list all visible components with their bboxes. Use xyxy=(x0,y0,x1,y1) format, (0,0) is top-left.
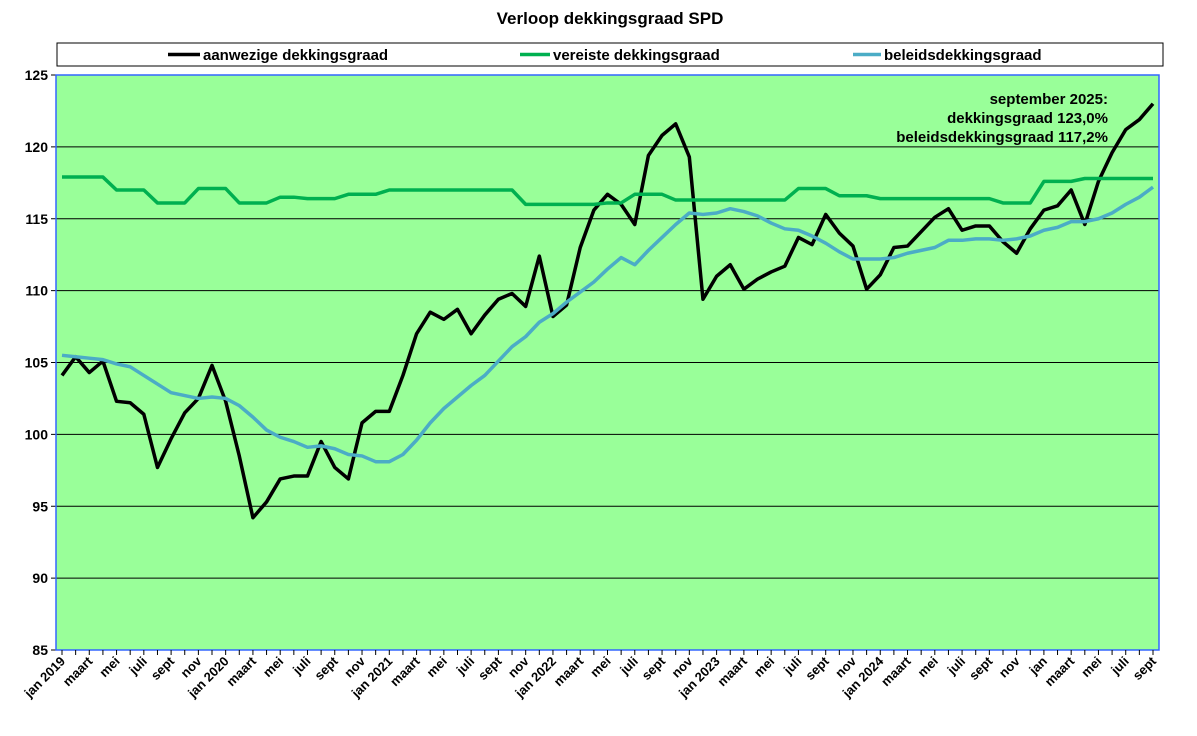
y-tick-label: 100 xyxy=(25,426,49,442)
x-tick-label: juli xyxy=(616,654,641,679)
y-tick-label: 105 xyxy=(25,355,49,371)
legend-label: vereiste dekkingsgraad xyxy=(553,47,720,64)
x-tick-label: juli xyxy=(1107,654,1132,679)
x-tick-label: sept xyxy=(311,653,341,683)
chart-title: Verloop dekkingsgraad SPD xyxy=(497,9,724,28)
x-tick-label: maart xyxy=(387,653,423,689)
y-tick-label: 120 xyxy=(25,139,49,155)
x-tick-label: juli xyxy=(289,654,314,679)
y-tick-label: 125 xyxy=(25,67,49,83)
x-tick-label: sept xyxy=(802,653,832,683)
legend-label: aanwezige dekkingsgraad xyxy=(203,47,388,64)
x-tick-label: juli xyxy=(125,654,150,679)
x-tick-label: maart xyxy=(878,653,914,689)
x-tick-label: maart xyxy=(1042,653,1078,689)
x-tick-label: juli xyxy=(944,654,969,679)
y-tick-label: 95 xyxy=(32,498,48,514)
x-tick-label: mei xyxy=(751,654,777,680)
legend-label: beleidsdekkingsgraad xyxy=(884,47,1042,64)
y-tick-label: 115 xyxy=(25,211,48,227)
y-tick-label: 85 xyxy=(32,642,48,658)
x-tick-label: mei xyxy=(587,654,613,680)
legend-box xyxy=(56,42,1164,67)
x-tick-label: mei xyxy=(260,654,286,680)
x-tick-label: nov xyxy=(996,653,1023,680)
x-tick-label: sept xyxy=(148,653,178,683)
x-tick-label: mei xyxy=(96,654,122,680)
x-tick-label: sept xyxy=(966,653,996,683)
y-tick-label: 110 xyxy=(25,283,48,299)
x-tick-label: juli xyxy=(453,654,478,679)
annotation: dekkingsgraad 123,0% xyxy=(947,110,1108,127)
series-line xyxy=(60,102,1155,520)
x-tick-label: maart xyxy=(223,653,259,689)
x-tick-label: sept xyxy=(1130,653,1160,683)
annotation: september 2025: xyxy=(990,91,1108,108)
y-tick-label: 90 xyxy=(32,570,48,586)
x-tick-label: juli xyxy=(780,654,805,679)
x-tick-label: maart xyxy=(60,653,96,689)
x-tick-label: sept xyxy=(639,653,669,683)
x-tick-label: maart xyxy=(714,653,750,689)
x-tick-label: maart xyxy=(551,653,587,689)
x-tick-label: mei xyxy=(424,654,450,680)
series-line xyxy=(61,185,1155,464)
annotation: beleidsdekkingsgraad 117,2% xyxy=(896,129,1108,146)
series-line xyxy=(62,175,1153,207)
x-tick-label: sept xyxy=(475,653,505,683)
x-tick-label: mei xyxy=(914,654,940,680)
x-tick-label: mei xyxy=(1078,654,1104,680)
